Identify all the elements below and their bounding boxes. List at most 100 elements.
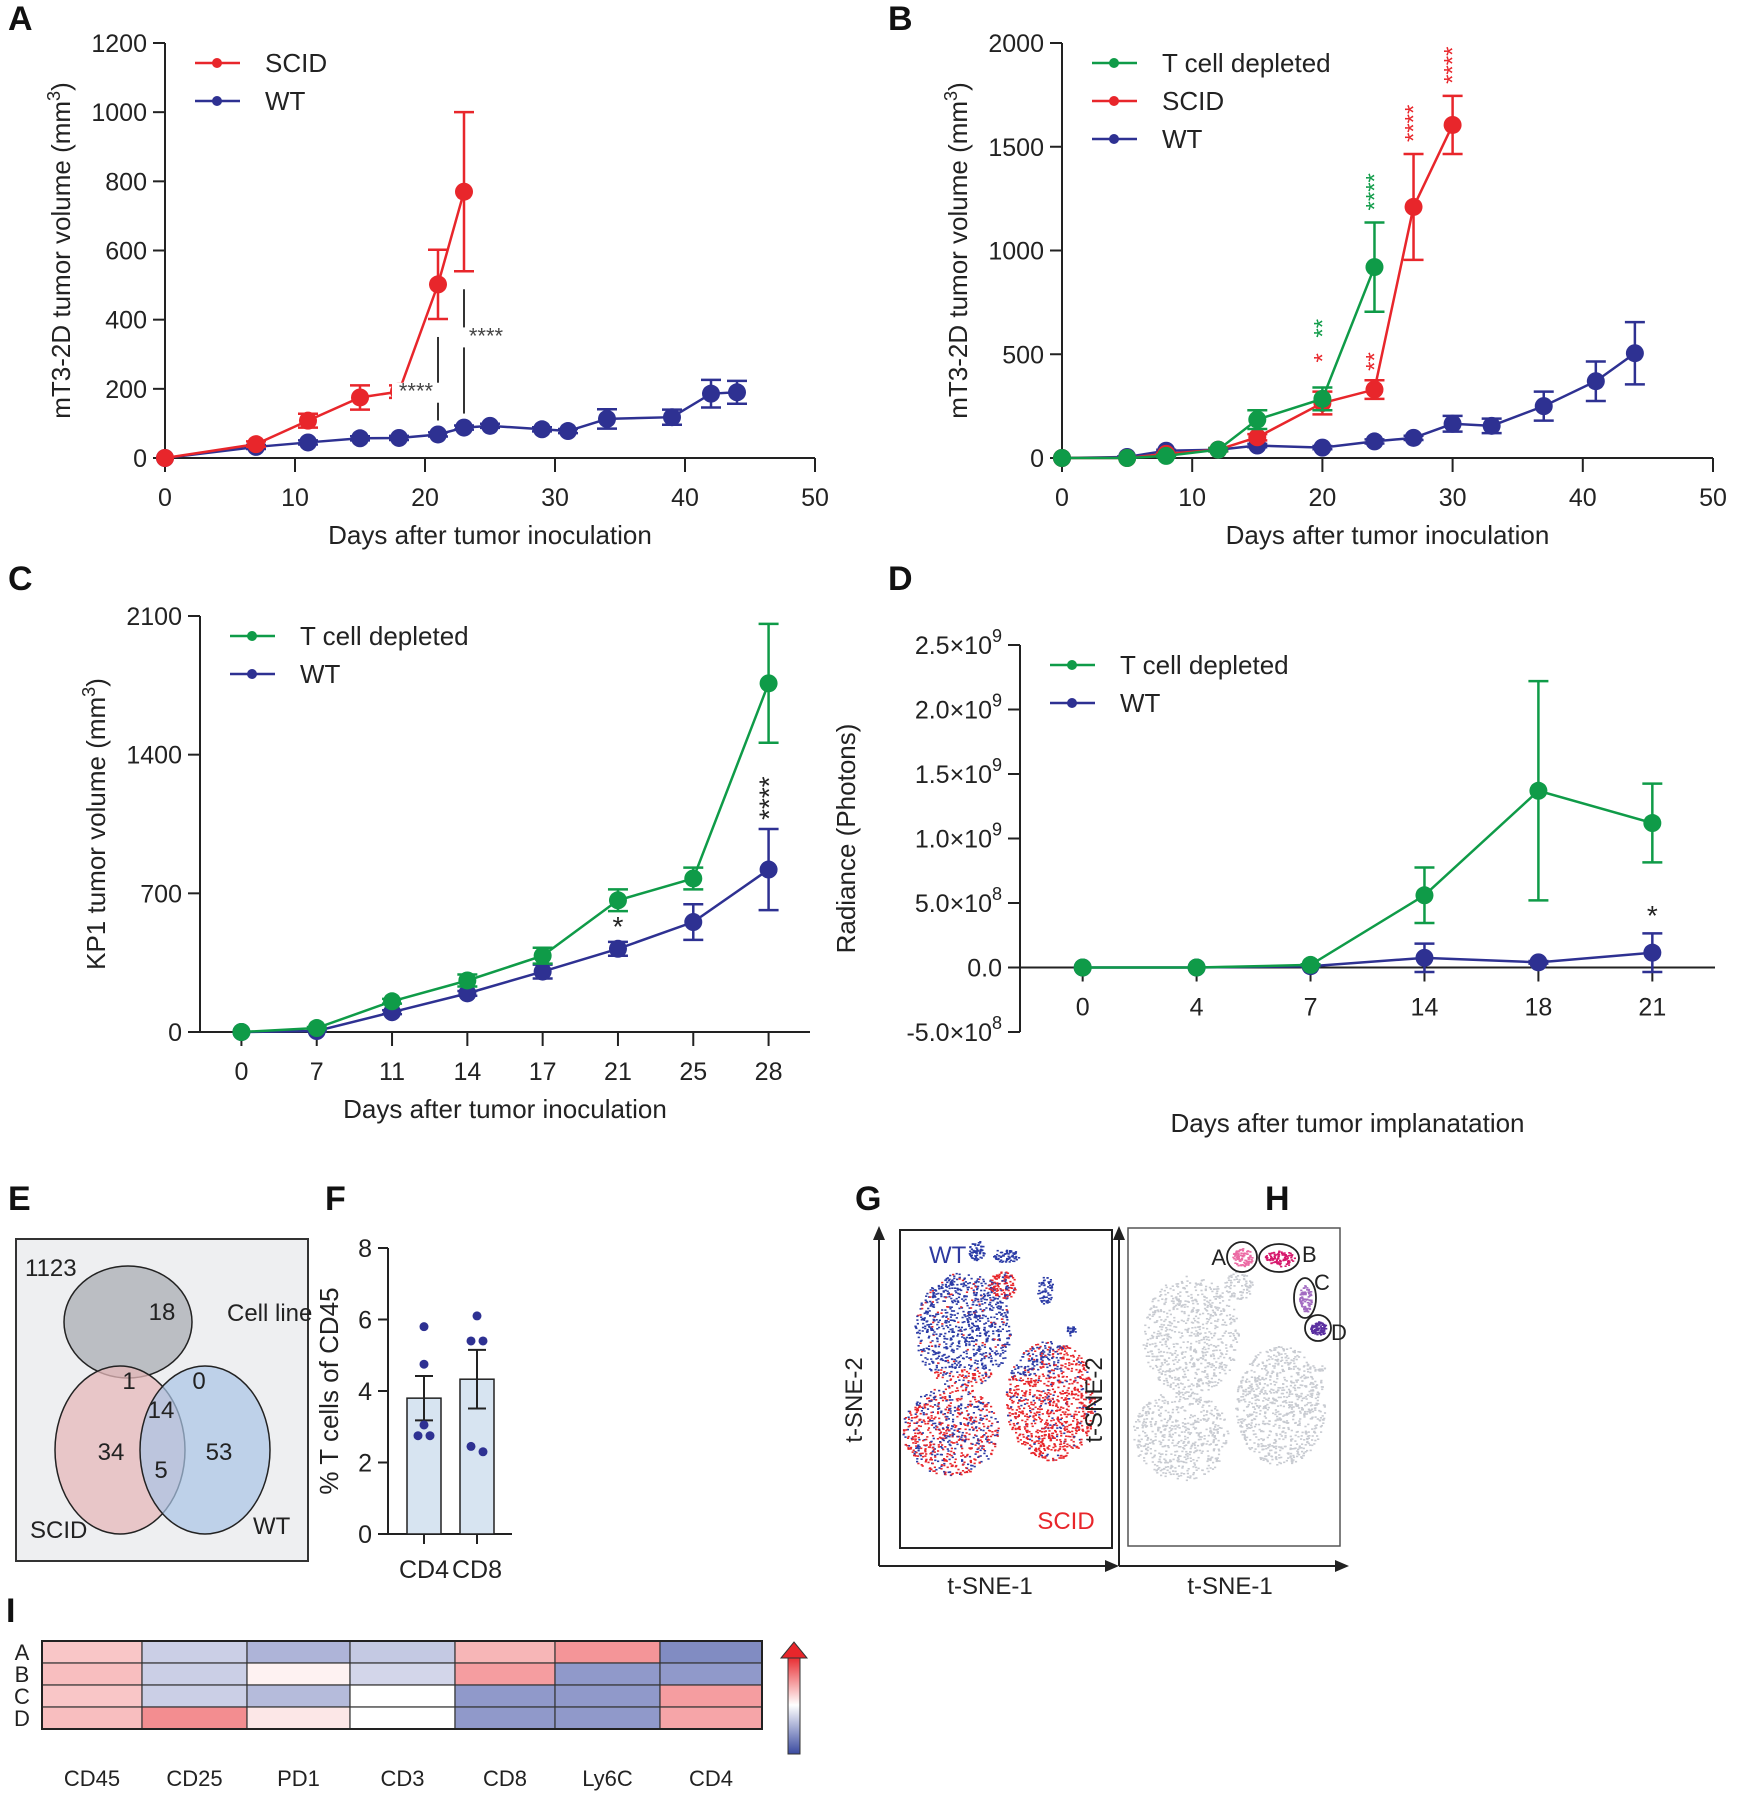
annotation-bg	[462, 327, 510, 348]
tsne-point	[1165, 1453, 1168, 1456]
tsne-point	[1194, 1282, 1197, 1285]
tsne-point	[904, 1436, 907, 1438]
tsne-point	[957, 1435, 960, 1438]
tsne-point	[955, 1303, 958, 1305]
tsne-point	[1214, 1375, 1218, 1377]
tsne-point	[957, 1439, 960, 1441]
panel-letter: E	[8, 1180, 31, 1218]
tsne-point	[1168, 1427, 1171, 1429]
tsne-point	[1077, 1447, 1080, 1449]
tsne-point	[964, 1456, 967, 1458]
tsne-point	[1071, 1427, 1074, 1429]
tsne-point	[1019, 1433, 1022, 1436]
tsne-point	[1045, 1342, 1048, 1344]
tsne-point	[1215, 1292, 1218, 1295]
tsne-point	[1214, 1298, 1217, 1300]
tsne-point	[970, 1364, 973, 1367]
tsne-point	[1070, 1390, 1074, 1393]
tsne-point	[1166, 1402, 1170, 1405]
tsne-point	[1020, 1404, 1023, 1407]
tsne-point	[1061, 1392, 1065, 1395]
tsne-point	[991, 1309, 994, 1311]
tsne-point	[1009, 1286, 1012, 1289]
tsne-point	[940, 1464, 943, 1466]
tsne-point	[951, 1300, 954, 1302]
tsne-point	[927, 1461, 930, 1464]
tsne-point	[960, 1403, 963, 1405]
tsne-point	[945, 1325, 948, 1327]
tsne-point	[1082, 1361, 1085, 1364]
tsne-point	[1174, 1428, 1177, 1430]
tsne-point	[1207, 1304, 1210, 1307]
tsne-point	[964, 1338, 967, 1340]
tsne-point	[1072, 1440, 1075, 1443]
tsne-point	[989, 1435, 993, 1438]
tsne-point	[1161, 1445, 1164, 1448]
tsne-point	[1014, 1251, 1017, 1254]
tsne-point	[944, 1383, 947, 1385]
tsne-point	[1285, 1385, 1288, 1388]
tsne-point	[1066, 1401, 1069, 1403]
tsne-point	[955, 1325, 958, 1328]
tsne-point	[1307, 1402, 1310, 1404]
tsne-point	[1157, 1378, 1160, 1381]
data-point	[608, 891, 627, 910]
tsne-point	[949, 1337, 952, 1339]
legend-marker	[1067, 698, 1077, 708]
tsne-point	[1015, 1255, 1018, 1258]
tsne-point	[1034, 1350, 1037, 1352]
tsne-point	[925, 1347, 928, 1350]
tsne-point	[956, 1387, 959, 1389]
tsne-point	[1182, 1460, 1185, 1463]
tsne-point	[1016, 1422, 1019, 1425]
tsne-point	[974, 1374, 977, 1376]
tsne-point	[1051, 1425, 1054, 1427]
tsne-point	[924, 1455, 927, 1457]
tsne-point	[1285, 1391, 1289, 1394]
tsne-point	[1225, 1347, 1228, 1349]
x-tick-label: 14	[453, 1058, 481, 1086]
tsne-point	[1047, 1353, 1050, 1356]
tsne-point	[1241, 1433, 1244, 1436]
tsne-point	[1048, 1371, 1051, 1374]
tsne-point	[971, 1337, 974, 1340]
tsne-point	[1023, 1367, 1026, 1369]
tsne-point	[1183, 1306, 1186, 1308]
tsne-point	[1228, 1305, 1231, 1307]
tsne-point	[1149, 1343, 1152, 1346]
tsne-point	[975, 1442, 978, 1444]
tsne-point	[977, 1285, 980, 1288]
tsne-point	[1175, 1326, 1178, 1328]
tsne-point	[1195, 1459, 1199, 1462]
tsne-point	[957, 1289, 960, 1291]
tsne-point	[1067, 1329, 1070, 1332]
tsne-point	[1039, 1361, 1042, 1364]
tsne-point	[931, 1447, 934, 1449]
tsne-point	[953, 1461, 956, 1464]
tsne-point	[951, 1391, 954, 1393]
tsne-point	[1213, 1296, 1216, 1298]
x-tick-label: 20	[411, 484, 439, 512]
tsne-point	[1207, 1344, 1210, 1347]
tsne-point	[1022, 1372, 1025, 1375]
tsne-point	[1181, 1368, 1184, 1371]
tsne-point	[993, 1286, 996, 1289]
tsne-point	[1221, 1296, 1224, 1298]
tsne-point	[1222, 1309, 1226, 1311]
tsne-point	[966, 1471, 969, 1474]
tsne-point	[937, 1411, 940, 1413]
tsne-point	[950, 1454, 953, 1457]
tsne-point	[932, 1329, 935, 1331]
data-point	[413, 1431, 423, 1441]
tsne-point	[946, 1356, 949, 1359]
tsne-point	[941, 1325, 944, 1327]
tsne-point	[1204, 1376, 1207, 1378]
tsne-point	[1165, 1333, 1168, 1336]
tsne-point	[980, 1289, 983, 1292]
tsne-point	[1172, 1388, 1175, 1390]
tsne-point	[915, 1327, 918, 1330]
tsne-point	[1184, 1398, 1187, 1400]
tsne-point	[1177, 1455, 1181, 1458]
tsne-point	[1003, 1278, 1006, 1280]
tsne-point	[965, 1432, 968, 1434]
